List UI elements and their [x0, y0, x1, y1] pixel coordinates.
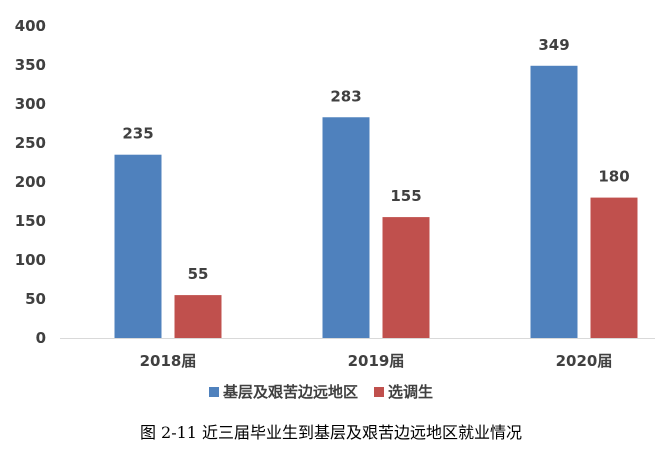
bar-value-label: 180: [598, 168, 629, 186]
bar: [590, 197, 638, 338]
y-tick-label: 200: [15, 173, 46, 191]
y-tick-label: 350: [15, 56, 46, 74]
legend-label: 基层及艰苦边远地区: [222, 383, 358, 401]
bar-value-label: 283: [330, 87, 361, 105]
y-tick-label: 50: [25, 290, 46, 308]
bar-series: [114, 65, 638, 338]
bar-value-label: 155: [390, 187, 421, 205]
legend: 基层及艰苦边远地区 选调生: [209, 383, 433, 401]
bar-value-label: 235: [122, 125, 153, 143]
legend-swatch: [209, 387, 219, 397]
data-labels: 235 283 349 55 155 180: [122, 36, 629, 283]
bar: [382, 217, 430, 338]
bar: [530, 65, 578, 338]
y-tick-label: 100: [15, 251, 46, 269]
bar: [322, 117, 370, 338]
x-tick-label: 2019届: [348, 352, 405, 370]
x-tick-label: 2018届: [140, 352, 197, 370]
bar: [174, 295, 222, 338]
bar-value-label: 349: [538, 36, 569, 54]
legend-swatch: [374, 387, 384, 397]
y-tick-label: 250: [15, 134, 46, 152]
bar-value-label: 55: [188, 265, 209, 283]
y-axis: 0 50 100 150 200 250 300 350 400: [15, 17, 46, 347]
y-tick-label: 400: [15, 17, 46, 35]
y-tick-label: 300: [15, 95, 46, 113]
x-axis-categories: 2018届 2019届 2020届: [140, 352, 613, 370]
x-tick-label: 2020届: [556, 352, 613, 370]
y-tick-label: 0: [36, 329, 46, 347]
bar: [114, 154, 162, 338]
y-tick-label: 150: [15, 212, 46, 230]
legend-label: 选调生: [388, 383, 433, 401]
figure-caption: 图 2-11 近三届毕业生到基层及艰苦边远地区就业情况: [139, 423, 523, 442]
